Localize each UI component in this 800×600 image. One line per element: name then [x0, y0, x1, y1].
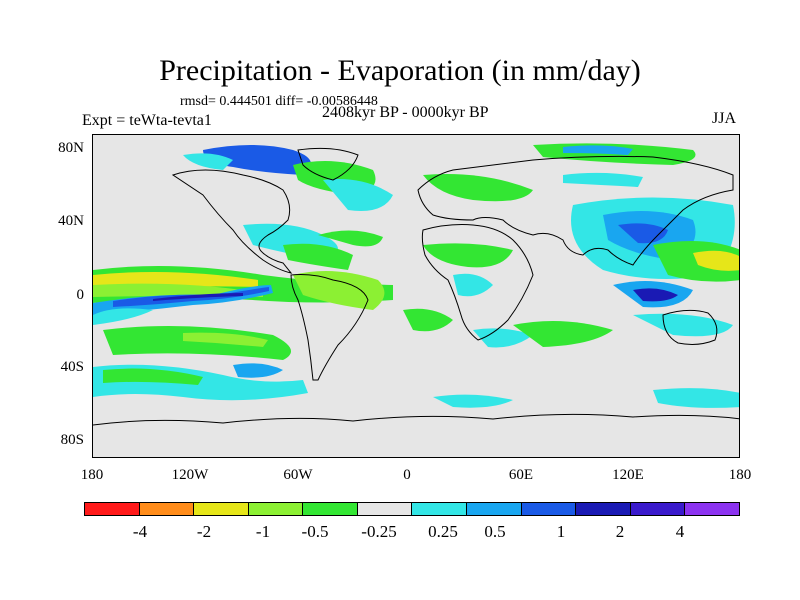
maritime-navy [633, 288, 678, 302]
lon-label-120e: 120E [612, 467, 644, 483]
period-subtitle: 2408kyr BP - 0000kyr BP [322, 104, 489, 121]
lat-label-80n: 80N [58, 140, 84, 156]
arctic-cyan-patches [183, 153, 233, 170]
siberia-blue-streak [563, 145, 633, 155]
experiment-label: Expt = teWta-tevta1 [82, 112, 212, 129]
colorbar-label: 0.5 [484, 522, 506, 541]
colorbar-swatch [194, 503, 249, 515]
lat-label-equator: 0 [76, 287, 85, 303]
season-label: JJA [712, 110, 737, 127]
colorbar-swatch [576, 503, 631, 515]
arctic-blue-patches [203, 145, 311, 175]
south-pacific-green [103, 326, 291, 360]
west-pacific-yellow [693, 250, 739, 271]
colorbar-swatch [85, 503, 140, 515]
field-patches [93, 143, 739, 408]
colorbar-label: 1 [556, 522, 566, 541]
world-map [93, 143, 739, 426]
europe-asia-coast [417, 155, 734, 266]
colorbar [84, 502, 740, 516]
lon-label-60e: 60E [508, 467, 534, 483]
caribbean-green [283, 243, 353, 270]
south-pacific-blue [233, 363, 283, 378]
indian-ocean-green [513, 321, 613, 347]
europe-green [423, 174, 533, 202]
coastlines [93, 147, 739, 426]
antarctic-cyan [433, 394, 513, 408]
colorbar-swatch [685, 503, 739, 515]
atlantic-green [318, 230, 383, 247]
africa-coast [421, 224, 534, 341]
greenland-coast [297, 147, 359, 181]
antarctic-cyan-east [653, 388, 739, 408]
colorbar-swatch [412, 503, 468, 515]
colorbar-swatch [467, 503, 522, 515]
lat-label-40s: 40S [60, 359, 84, 375]
colorbar-swatch [248, 503, 304, 515]
west-pacific-cyan [93, 308, 153, 325]
stats-text: rmsd= 0.444501 diff= -0.00586448 [180, 94, 378, 109]
colorbar-label: -0.25 [361, 522, 397, 541]
plot-title: Precipitation - Evaporation (in mm/day) [159, 54, 641, 87]
colorbar-swatch [630, 503, 686, 515]
south-atlantic-green [403, 308, 453, 332]
lat-label-40n: 40N [58, 213, 84, 229]
lon-label-60w: 60W [283, 467, 313, 483]
pacific-navy-streak [153, 293, 243, 301]
australia-coast [662, 309, 718, 345]
lon-label-180w: 180 [80, 467, 104, 483]
colorbar-swatch [139, 503, 195, 515]
monsoon-darkblue [618, 223, 668, 244]
colorbar-label: 4 [675, 522, 685, 541]
russia-cyan [563, 172, 643, 187]
south-america-coast [290, 274, 369, 381]
map-panel [92, 134, 740, 458]
lon-label-180e: 180 [728, 467, 752, 483]
amazon-lightgreen [293, 271, 385, 310]
colorbar-swatch [521, 503, 577, 515]
colorbar-label: -4 [132, 522, 148, 541]
south-green-lobe [103, 368, 203, 385]
colorbar-label: 0.25 [428, 522, 458, 541]
sahel-green [423, 243, 513, 268]
south-africa-cyan [473, 328, 533, 348]
colorbar-label: -1 [255, 522, 271, 541]
north-america-coast [171, 169, 293, 274]
lon-label-0: 0 [403, 467, 411, 483]
north-atlantic-cyan [323, 179, 393, 211]
africa-cyan [453, 273, 493, 297]
south-pacific-lightgreen [183, 332, 268, 347]
lon-label-120w: 120W [171, 467, 209, 483]
lat-label-80s: 80S [60, 432, 84, 448]
colorbar-swatch [357, 503, 413, 515]
australia-cyan [633, 313, 733, 337]
colorbar-label: -0.5 [301, 522, 329, 541]
colorbar-label: 2 [615, 522, 625, 541]
colorbar-swatch [303, 503, 358, 515]
colorbar-label: -2 [196, 522, 212, 541]
antarctica-coast [93, 413, 739, 426]
